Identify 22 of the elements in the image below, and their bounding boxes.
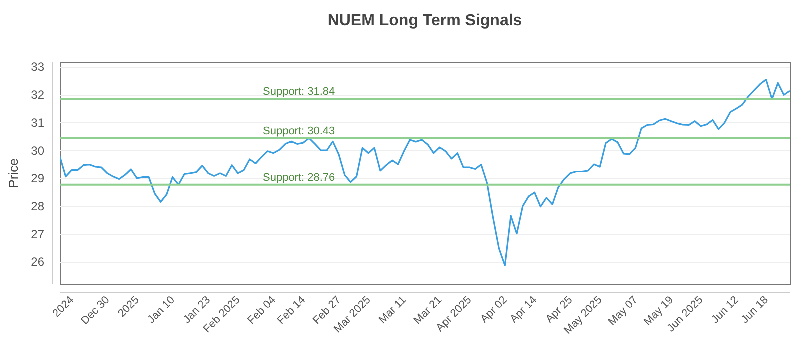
line-series bbox=[60, 79, 790, 266]
y-tick-label: 32 bbox=[31, 88, 45, 102]
y-tick-label: 28 bbox=[31, 200, 45, 214]
x-tick-label: Jun 18 bbox=[739, 294, 772, 326]
y-axis-title: Price bbox=[6, 158, 22, 188]
y-tick-label: 29 bbox=[31, 172, 45, 186]
x-tick-label: Apr 14 bbox=[508, 294, 540, 326]
y-tick-label: 26 bbox=[31, 255, 45, 270]
ref-line-label: Support: 28.76 bbox=[263, 172, 336, 184]
x-tick-label: May 07 bbox=[606, 294, 640, 328]
x-tick-label: Jun 12 bbox=[709, 294, 742, 326]
x-tick-label: Apr 02 bbox=[478, 294, 510, 326]
y-tick-label: 31 bbox=[31, 116, 45, 130]
chart-title: NUEM Long Term Signals bbox=[328, 12, 522, 30]
y-tick-label: 33 bbox=[31, 60, 45, 74]
ref-line-label: Support: 30.43 bbox=[263, 125, 336, 138]
ref-line-label: Support: 31.84 bbox=[263, 86, 336, 98]
x-tick-label: Dec 30 bbox=[79, 294, 112, 328]
y-tick-label: 27 bbox=[31, 227, 45, 242]
x-tick-label: Mar 11 bbox=[376, 294, 409, 326]
y-tick-label: 30 bbox=[31, 144, 45, 158]
x-tick-label: Jan 10 bbox=[146, 294, 178, 326]
